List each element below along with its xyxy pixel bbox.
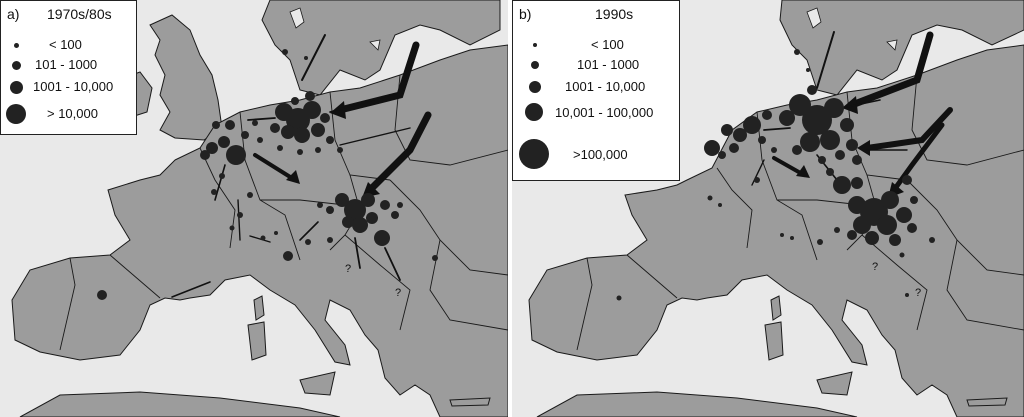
- arrow-alps: [249, 235, 271, 243]
- question-mark-3: ?: [872, 261, 878, 273]
- arrow-head-poland-mid: [857, 140, 870, 156]
- europe-map-a: ? ?: [11, 0, 508, 417]
- arrow-to-baltic: [329, 94, 391, 113]
- legend-row-a-1: < 100: [1, 35, 136, 57]
- legend-b: b) 1990s < 100 101 - 1000 1001 - 10,000 …: [512, 0, 680, 181]
- legend-label-a-3: 1001 - 10,000: [33, 79, 114, 94]
- corsica: [770, 295, 782, 321]
- arrow-spain: [171, 281, 211, 298]
- arrow-to-baltic: [841, 99, 881, 109]
- europe-map-b: ? ?: [528, 0, 1024, 417]
- sicily: [299, 371, 336, 396]
- circles-a: [97, 49, 438, 300]
- arrow-east: [339, 127, 411, 146]
- continent: [11, 44, 508, 417]
- arrow-scandinavia: [301, 34, 326, 81]
- legend-row-b-4: 10,001 - 100,000: [513, 103, 679, 125]
- legend-row-b-2: 101 - 1000: [513, 55, 679, 77]
- legend-dot-a-2: [12, 61, 21, 70]
- arrow-poland-north: [336, 41, 420, 114]
- legend-dot-b-3: [529, 81, 541, 93]
- circles-b: [616, 49, 935, 301]
- arrow-scandinavia: [816, 31, 835, 89]
- sardinia: [764, 321, 784, 361]
- sardinia: [247, 321, 267, 361]
- arrow-poland-south: [891, 122, 945, 193]
- legend-label-b-4: 10,001 - 100,000: [555, 105, 654, 120]
- arrow-poland-north: [848, 31, 934, 109]
- corsica: [253, 295, 265, 321]
- map-panel-a: ? ?: [0, 0, 508, 417]
- legend-dot-a-1: [14, 43, 19, 48]
- legend-title-a: 1970s/80s: [47, 6, 112, 22]
- arrow-head-poland-north: [842, 96, 858, 114]
- north-africa: [536, 391, 858, 417]
- crete: [966, 397, 1008, 407]
- question-mark-2: ?: [395, 287, 401, 299]
- legend-dot-b-5: [519, 139, 549, 169]
- arrow-west-germany: [253, 153, 297, 182]
- great-britain: [149, 14, 223, 141]
- legend-a: a) 1970s/80s < 100 101 - 1000 1001 - 10,…: [0, 0, 137, 135]
- panel-label-a: a): [7, 6, 20, 22]
- legend-row-a-2: 101 - 1000: [1, 55, 136, 77]
- arrow-poland-mid: [864, 107, 953, 151]
- legend-label-b-1: < 100: [591, 37, 624, 52]
- arrow-france: [214, 164, 226, 201]
- sicily: [816, 371, 853, 396]
- arrow-head-west-germany: [796, 165, 810, 178]
- arrow-benelux: [763, 127, 791, 131]
- arrow-poland-south: [366, 111, 432, 194]
- legend-row-b-1: < 100: [513, 35, 679, 57]
- arrow-france: [751, 159, 765, 186]
- legend-dot-b-1: [533, 43, 537, 47]
- arrow-france-south: [237, 199, 241, 241]
- arrow-head-west-germany: [286, 170, 300, 184]
- north-africa: [19, 391, 341, 417]
- legend-dot-b-2: [531, 61, 539, 69]
- legend-label-b-2: 101 - 1000: [577, 57, 640, 72]
- legend-dot-a-3: [10, 81, 23, 94]
- legend-row-a-4: > 10,000: [1, 104, 136, 126]
- legend-title-b: 1990s: [595, 6, 634, 22]
- legend-row-a-3: 1001 - 10,000: [1, 77, 136, 99]
- continent: [528, 44, 1024, 417]
- arrow-benelux: [247, 117, 276, 121]
- legend-label-a-1: < 100: [49, 37, 82, 52]
- legend-label-b-5: >100,000: [573, 147, 628, 162]
- legend-label-a-4: > 10,000: [47, 106, 98, 121]
- legend-row-b-3: 1001 - 10,000: [513, 77, 679, 99]
- legend-dot-a-4: [6, 104, 26, 124]
- arrow-italy: [299, 221, 319, 241]
- question-mark-1: ?: [345, 263, 351, 275]
- legend-row-b-5: >100,000: [513, 139, 679, 171]
- legend-label-b-3: 1001 - 10,000: [565, 79, 646, 94]
- legend-dot-b-4: [525, 103, 543, 121]
- panel-divider: [508, 0, 512, 417]
- crete: [449, 397, 491, 407]
- arrow-balkans-2: [384, 247, 401, 281]
- question-mark-4: ?: [915, 287, 921, 299]
- map-panel-b: ? ?: [512, 0, 1024, 417]
- panel-label-b: b): [519, 6, 532, 22]
- arrow-balkans-1: [354, 237, 361, 269]
- legend-label-a-2: 101 - 1000: [35, 57, 98, 72]
